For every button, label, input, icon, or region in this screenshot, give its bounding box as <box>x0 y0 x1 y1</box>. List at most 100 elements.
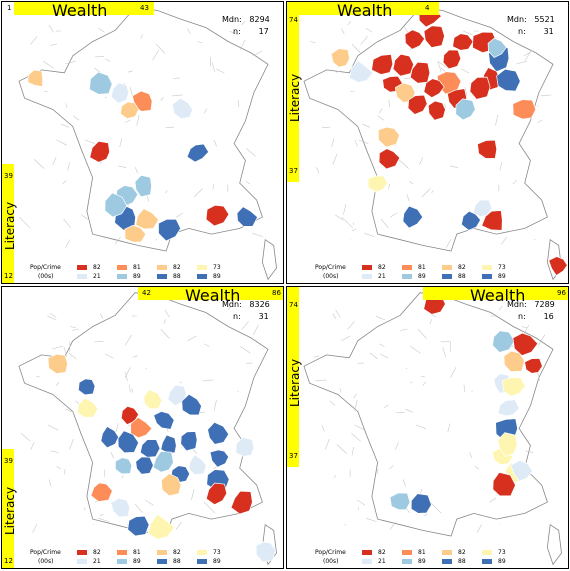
legend-swatch <box>442 274 452 279</box>
count-stat: n: 31 <box>233 312 269 321</box>
department-region <box>186 143 210 163</box>
legend-swatch <box>77 559 87 564</box>
wealth-axis-bar <box>14 2 154 15</box>
department-region <box>27 69 44 88</box>
department-border <box>500 236 508 245</box>
department-region <box>367 175 389 193</box>
department-border <box>36 376 41 378</box>
department-region <box>89 71 113 95</box>
corsica-outline <box>261 239 277 281</box>
department-border <box>52 345 63 350</box>
department-border <box>171 94 183 97</box>
department-border <box>402 479 406 487</box>
department-border <box>131 388 134 393</box>
department-border <box>65 239 71 248</box>
department-region <box>378 148 401 170</box>
department-border <box>347 21 351 26</box>
department-border <box>68 352 77 360</box>
department-region <box>349 60 374 83</box>
department-border <box>341 335 351 342</box>
department-border <box>30 36 38 45</box>
department-border <box>43 91 48 93</box>
legend-swatch <box>362 265 372 270</box>
department-border <box>165 190 168 194</box>
department-border <box>376 468 379 475</box>
legend-subtitle: (00s) <box>323 558 339 565</box>
department-border <box>239 39 246 51</box>
department-border <box>216 68 225 74</box>
department-border <box>315 379 327 382</box>
department-region <box>392 53 414 77</box>
legend-title: Pop/Crime <box>30 549 61 556</box>
department-border <box>540 94 552 97</box>
department-border <box>119 138 123 148</box>
department-border <box>447 423 451 433</box>
literacy-tick-low: 12 <box>4 557 13 565</box>
department-border <box>56 139 67 146</box>
legend-swatch <box>482 559 492 564</box>
department-border <box>115 423 119 433</box>
department-border <box>383 404 389 408</box>
department-border <box>321 424 325 432</box>
department-border <box>98 518 110 522</box>
department-border <box>410 345 421 354</box>
department-border <box>316 167 320 174</box>
department-border <box>409 181 414 185</box>
legend-swatch <box>402 550 412 555</box>
department-border <box>360 36 368 45</box>
panel-title: Wealth <box>337 1 393 20</box>
department-border <box>127 70 133 73</box>
department-border <box>241 21 246 26</box>
department-border <box>63 468 66 475</box>
department-border <box>523 50 533 57</box>
department-border <box>32 524 38 533</box>
department-border <box>358 139 369 144</box>
department-border <box>130 87 133 96</box>
legend-label: 81 <box>418 549 426 556</box>
department-border <box>421 188 431 198</box>
department-region <box>147 513 175 540</box>
median-stat: Mdn: 8326 <box>222 300 270 309</box>
department-region <box>442 49 462 70</box>
legend-swatch <box>402 559 412 564</box>
department-border <box>50 43 58 46</box>
legend-label: 82 <box>458 264 466 271</box>
department-border <box>163 319 166 324</box>
department-border <box>423 513 428 517</box>
department-region <box>510 460 534 482</box>
department-border <box>364 233 375 237</box>
department-border <box>351 43 361 54</box>
department-border <box>165 126 175 129</box>
department-border <box>227 306 232 311</box>
legend-label: 88 <box>173 558 181 565</box>
department-border <box>525 450 534 453</box>
legend-swatch <box>77 265 87 270</box>
legend-swatch <box>157 559 167 564</box>
department-border <box>203 501 216 514</box>
count-stat: n: 16 <box>518 312 554 321</box>
literacy-axis-label: Literacy <box>3 486 17 535</box>
literacy-tick-low: 37 <box>289 167 298 175</box>
choropleth-map <box>303 4 568 281</box>
department-border <box>499 161 502 171</box>
department-border <box>245 181 251 185</box>
department-region <box>492 330 515 353</box>
department-border <box>339 388 342 393</box>
department-border <box>389 465 394 470</box>
department-border <box>187 28 191 34</box>
department-border <box>104 353 114 359</box>
department-border <box>351 433 361 442</box>
department-border <box>350 91 355 93</box>
legend-swatch <box>402 274 412 279</box>
department-region <box>110 497 131 518</box>
legend-label: 89 <box>498 273 506 280</box>
department-region <box>110 82 129 104</box>
department-border <box>145 367 147 370</box>
department-border <box>341 216 354 229</box>
literacy-axis-label: Literacy <box>288 358 302 407</box>
department-border <box>204 343 210 347</box>
legend-label: 81 <box>133 264 141 271</box>
department-region <box>236 206 259 227</box>
department-region <box>255 541 276 563</box>
